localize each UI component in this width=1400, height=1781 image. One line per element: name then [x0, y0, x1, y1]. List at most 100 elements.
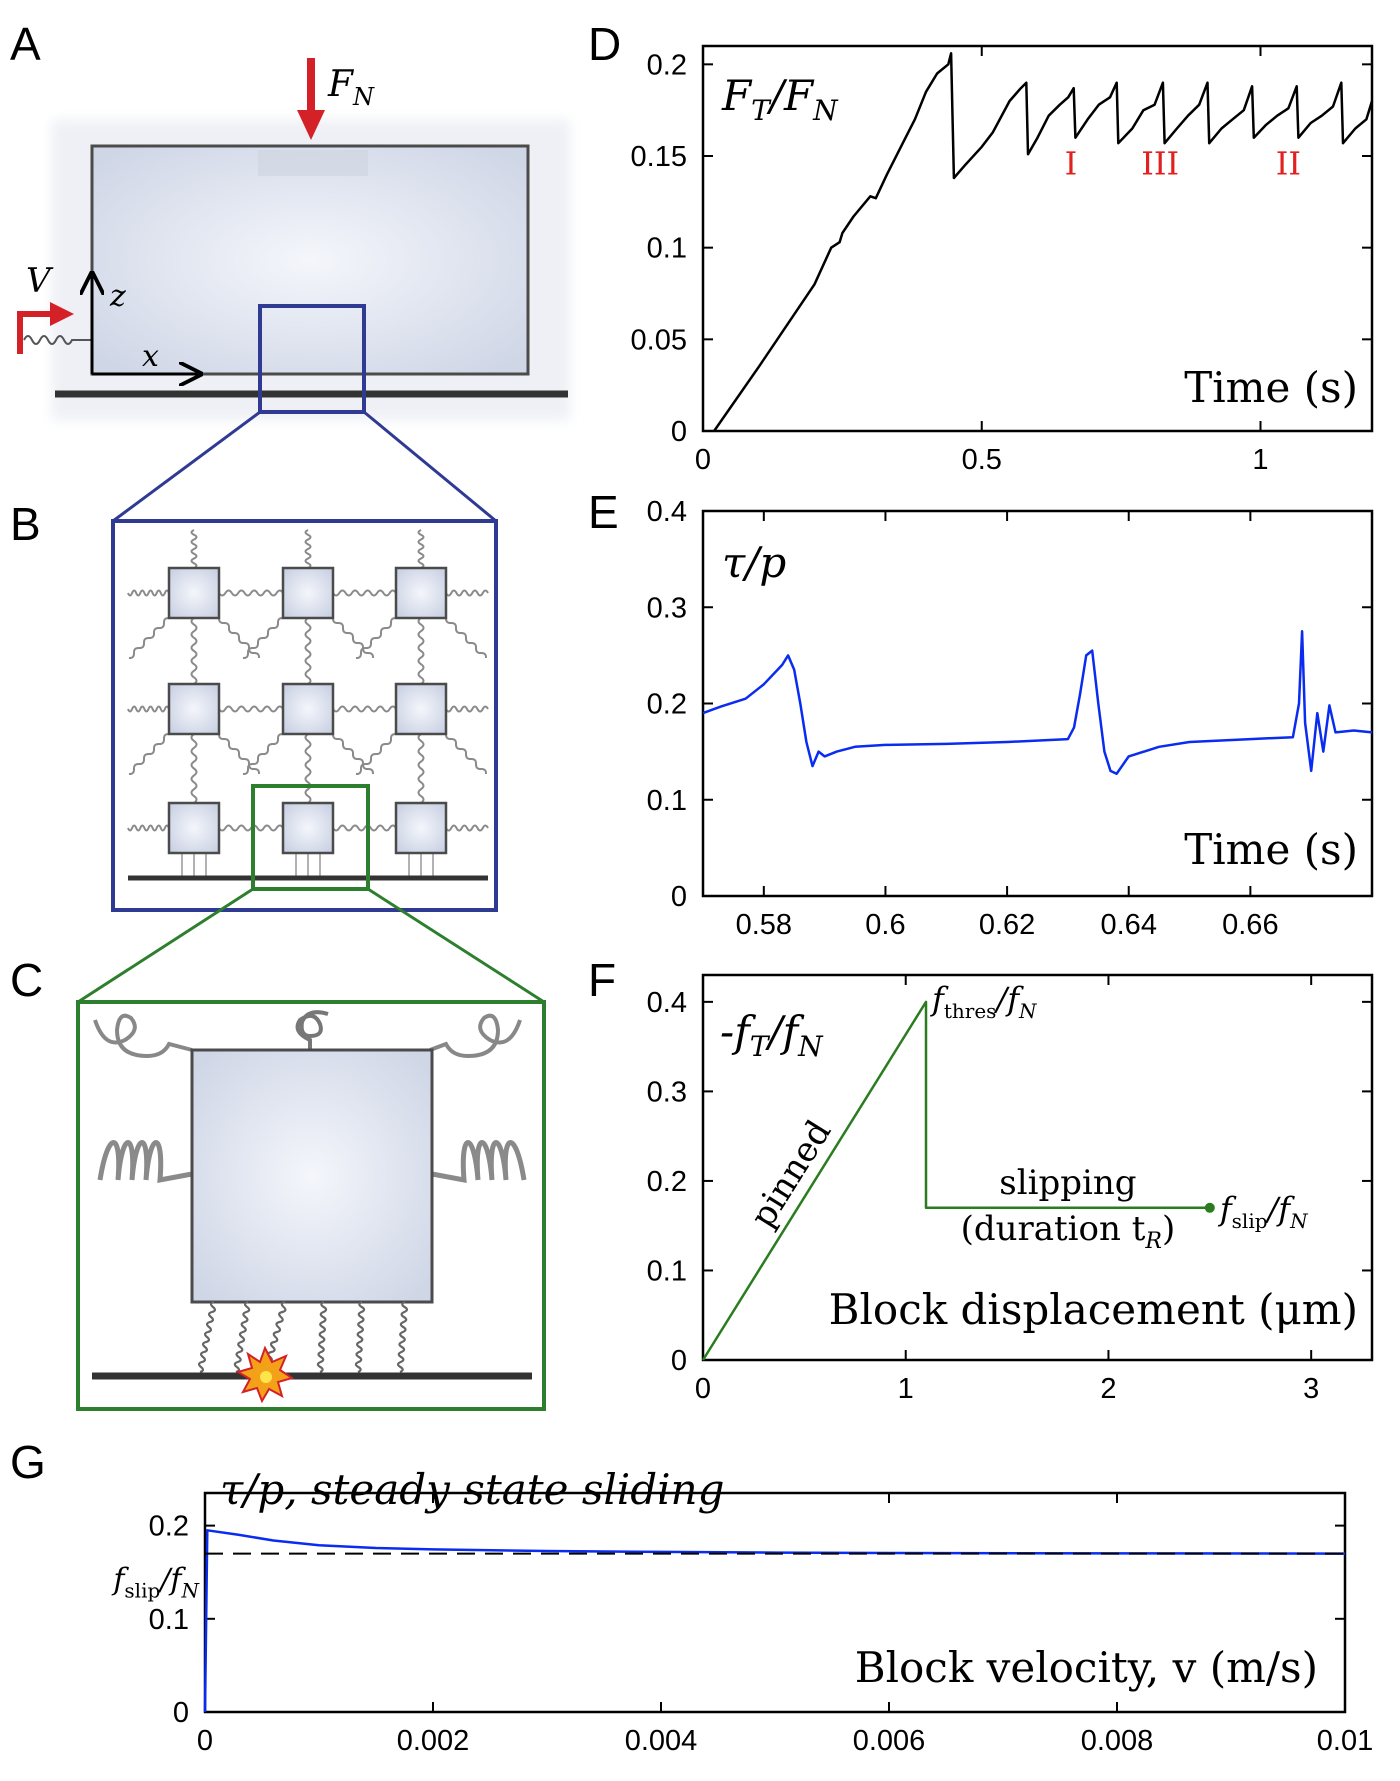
zoom-line-ab-right	[363, 410, 497, 523]
spring	[396, 1300, 409, 1374]
panel-letter-b: B	[10, 498, 41, 550]
cycle-annotation: III	[1141, 144, 1179, 182]
x-axis-label-g: Block velocity, v (m/s)	[855, 1643, 1318, 1692]
x-tick-label: 0	[197, 1725, 213, 1757]
force-label-fn: FN	[327, 64, 375, 111]
spring	[242, 732, 284, 776]
chart-e: E 0.58 0.6 0.62 0.64 0.66 0 0.1 0.2 0.3 0.4 Time (s…	[588, 486, 1374, 941]
plot-frame-d	[701, 44, 1374, 433]
spring	[127, 705, 170, 713]
spring	[190, 733, 198, 804]
left-side-spring	[97, 1140, 193, 1184]
x-tick-label: 3	[1303, 1373, 1319, 1405]
y-tick-label: 0.1	[647, 785, 687, 817]
y-tick-label: 0.3	[647, 592, 687, 624]
velocity-arrow	[17, 302, 74, 354]
spring	[355, 616, 397, 660]
zoom-line-bc-right	[367, 887, 545, 1004]
plot-frame-g	[203, 1491, 1347, 1714]
velocity-label: V	[26, 261, 54, 301]
fslip-axis-label: fslip/fN	[111, 1563, 200, 1603]
lattice-block	[281, 682, 335, 736]
spring	[332, 705, 397, 713]
y-tick-label: 0.2	[647, 689, 687, 721]
spring	[242, 616, 284, 660]
lattice-block	[394, 566, 448, 620]
slip-annotation: fslip/fN	[1218, 1190, 1309, 1233]
top-center-spring	[295, 1010, 329, 1052]
zoom-box-a	[258, 304, 366, 414]
spring	[331, 617, 375, 659]
panel-letter-f: F	[588, 954, 616, 1006]
slipping-annotation: slipping	[999, 1163, 1136, 1203]
spring	[128, 616, 170, 660]
lattice-block	[281, 801, 335, 855]
y-tick-label: 0.15	[631, 141, 687, 173]
panel-letter-a: A	[10, 18, 41, 70]
x-tick-label: 0.66	[1222, 909, 1278, 941]
y-quantity-label-e: τ/p	[722, 538, 786, 587]
x-tick-label: 0.006	[853, 1725, 926, 1757]
zoom-line-bc-left	[77, 887, 254, 1004]
y-tick-label: 0.1	[149, 1604, 189, 1636]
x-tick-label: 0.62	[979, 909, 1035, 941]
z-axis-label: z	[109, 279, 126, 314]
spring	[233, 1300, 251, 1374]
sliding-block	[90, 144, 530, 376]
duration-annotation: (duration tR)	[961, 1209, 1176, 1254]
normal-force-arrow	[297, 58, 325, 140]
x-tick-label: 2	[1100, 1373, 1116, 1405]
chart-f: F 0 1 2 3 0 0.1 0.2 0.3 0.4 Block displacement (μm…	[588, 954, 1374, 1405]
y-tick-label: 0.3	[647, 1076, 687, 1108]
spring	[354, 1300, 366, 1374]
spring	[417, 617, 425, 685]
x-tick-label: 0.01	[1317, 1725, 1373, 1757]
series-line-d	[713, 52, 1374, 432]
spring	[190, 529, 198, 569]
x-tick-label: 0.6	[865, 909, 905, 941]
right-side-spring	[431, 1140, 527, 1184]
micro-block	[190, 1048, 434, 1304]
lattice-block	[394, 682, 448, 736]
slip-end-marker	[1204, 1202, 1215, 1213]
coil-path	[431, 1140, 527, 1184]
cycle-annotation: II	[1276, 144, 1301, 182]
asperity-springs	[197, 1300, 409, 1374]
spring	[417, 733, 425, 804]
rupture-core	[260, 1371, 272, 1383]
x-tick-label: 0.002	[397, 1725, 470, 1757]
x-tick-label: 0.64	[1101, 909, 1157, 941]
x-axis-label-f: Block displacement (μm)	[829, 1285, 1358, 1334]
lattice-block	[167, 801, 221, 855]
lattice-block	[167, 566, 221, 620]
spring	[445, 824, 489, 832]
spring	[217, 617, 261, 659]
chart-g: G 0 0.002 0.004 0.006 0.008 0.01 0 0.1 0.2 Block v…	[10, 1436, 1373, 1757]
spring	[445, 589, 489, 597]
zoom-box-b	[251, 784, 370, 891]
series-line-f	[701, 1000, 1210, 1361]
y-tick-label: 0.1	[647, 233, 687, 265]
spring	[197, 1300, 217, 1374]
spring	[304, 733, 312, 804]
cycle-annotation: I	[1065, 144, 1078, 182]
x-tick-label: 0.008	[1081, 1725, 1154, 1757]
x-axis-label-e: Time (s)	[1184, 825, 1358, 874]
spring	[444, 617, 488, 659]
spring	[218, 589, 284, 597]
y-tick-label: 0	[173, 1697, 189, 1729]
y-quantity-label-f: -fT/fN	[720, 1007, 824, 1063]
y-tick-label: 0.05	[631, 324, 687, 356]
spring	[304, 529, 312, 569]
top-right-spring	[429, 1013, 522, 1059]
y-quantity-label-g: τ/p, steady state sliding	[220, 1465, 725, 1514]
x-tick-label: 0	[695, 1373, 711, 1405]
spring	[316, 1300, 328, 1374]
spring	[127, 589, 170, 597]
drive-spring	[23, 335, 92, 345]
lattice-block	[394, 801, 448, 855]
y-tick-label: 0	[671, 1345, 687, 1377]
threshold-annotation: fthres/fN	[930, 980, 1038, 1023]
